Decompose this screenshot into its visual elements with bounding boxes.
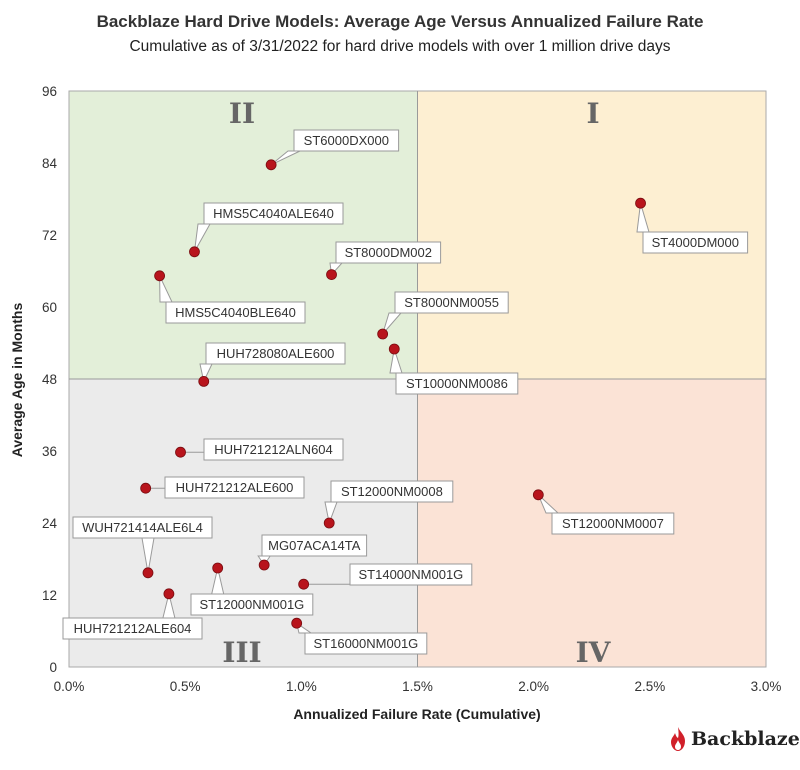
- x-tick-label: 2.0%: [518, 679, 549, 694]
- data-point: [154, 270, 166, 282]
- axis-ticks: 0 12 24 36 48 60 72 84 96 0.0% 0.5% 1.0% 1.5% 2.0% 2.5…: [42, 84, 781, 694]
- data-point: [532, 489, 544, 501]
- chart-subtitle: Cumulative as of 3/31/2022 for hard driv…: [129, 38, 671, 55]
- point-label: HUH721212ALE600: [176, 480, 294, 495]
- quadrant-label-III: III: [222, 636, 261, 669]
- data-point: [212, 562, 224, 574]
- chart-title: Backblaze Hard Drive Models: Average Age…: [96, 12, 704, 31]
- data-point: [142, 567, 154, 579]
- y-tick-label: 12: [42, 588, 57, 603]
- backblaze-logo: Backblaze: [668, 726, 800, 752]
- x-tick-label: 0.5%: [170, 679, 201, 694]
- data-point: [635, 197, 646, 209]
- point-label: ST10000NM0086: [406, 376, 508, 391]
- data-point: [258, 559, 270, 571]
- y-tick-label: 84: [42, 156, 58, 171]
- data-points: [140, 159, 646, 629]
- x-tick-label: 3.0%: [751, 679, 782, 694]
- y-tick-label: 60: [42, 300, 57, 315]
- x-axis-label: Annualized Failure Rate (Cumulative): [293, 706, 540, 722]
- point-label-box: [642, 231, 749, 254]
- data-point: [140, 482, 152, 494]
- x-tick-label: 1.5%: [402, 679, 433, 694]
- point-label: ST8000NM0055: [404, 295, 499, 310]
- quadrant-label-II: II: [229, 97, 255, 130]
- point-label-box: [72, 516, 213, 539]
- point-label: ST12000NM0008: [341, 484, 443, 499]
- y-tick-label: 0: [49, 660, 57, 675]
- point-label: ST12000NM001G: [200, 597, 305, 612]
- point-label-box: [203, 202, 344, 225]
- label-leader-lines: [141, 150, 650, 634]
- point-label-box: [293, 129, 400, 152]
- point-label: HUH721212ALE604: [74, 621, 192, 636]
- point-label-box: [165, 301, 306, 324]
- point-label: ST12000NM0007: [562, 516, 664, 531]
- data-point: [377, 328, 389, 340]
- y-tick-label: 48: [42, 372, 57, 387]
- point-label-box: [395, 372, 519, 395]
- x-tick-label: 0.0%: [54, 679, 85, 694]
- brand-name: Backblaze: [691, 728, 800, 750]
- flame-icon: [671, 727, 685, 751]
- quadrant-label-I: I: [586, 97, 599, 130]
- point-label: WUH721414ALE6L4: [82, 520, 203, 535]
- y-tick-label: 72: [42, 228, 57, 243]
- point-labels: ST6000DX000 ST4000DM000 HMS5C4040ALE640 ST8…: [62, 129, 749, 655]
- point-label-box: [261, 534, 368, 557]
- point-label-box: [62, 617, 203, 640]
- x-tick-label: 1.0%: [286, 679, 317, 694]
- quadrant-label-IV: IV: [576, 636, 612, 669]
- data-point: [198, 375, 210, 387]
- y-axis-label: Average Age in Months: [9, 303, 25, 458]
- data-point: [298, 578, 310, 590]
- data-point: [175, 446, 186, 458]
- point-label: ST16000NM001G: [314, 636, 419, 651]
- data-point: [189, 246, 200, 258]
- point-label: HUH721212ALN604: [214, 442, 333, 457]
- point-label-box: [203, 438, 344, 461]
- point-label: ST14000NM001G: [359, 567, 464, 582]
- data-point: [323, 517, 335, 529]
- x-tick-label: 2.5%: [634, 679, 665, 694]
- y-tick-label: 36: [42, 444, 57, 459]
- data-point: [291, 617, 303, 629]
- point-label: ST4000DM000: [652, 235, 739, 250]
- point-label: HMS5C4040ALE640: [213, 206, 334, 221]
- point-label-box: [394, 291, 509, 314]
- data-point: [388, 343, 400, 355]
- point-label-box: [349, 563, 473, 586]
- point-label: ST8000DM002: [345, 245, 432, 260]
- point-label-box: [304, 632, 428, 655]
- point-label-box: [551, 512, 675, 535]
- point-label-box: [330, 480, 454, 503]
- point-label: HUH728080ALE600: [217, 346, 335, 361]
- point-label-box: [335, 241, 442, 264]
- point-label-box: [164, 476, 305, 499]
- y-tick-label: 24: [42, 516, 58, 531]
- point-label-box: [205, 342, 346, 365]
- y-tick-label: 96: [42, 84, 57, 99]
- data-point: [163, 588, 175, 600]
- point-label: ST6000DX000: [304, 133, 389, 148]
- point-label-box: [190, 593, 314, 616]
- data-point: [326, 269, 337, 281]
- data-point: [265, 159, 277, 171]
- point-label: MG07ACA14TA: [268, 538, 361, 553]
- point-label: HMS5C4040BLE640: [175, 305, 296, 320]
